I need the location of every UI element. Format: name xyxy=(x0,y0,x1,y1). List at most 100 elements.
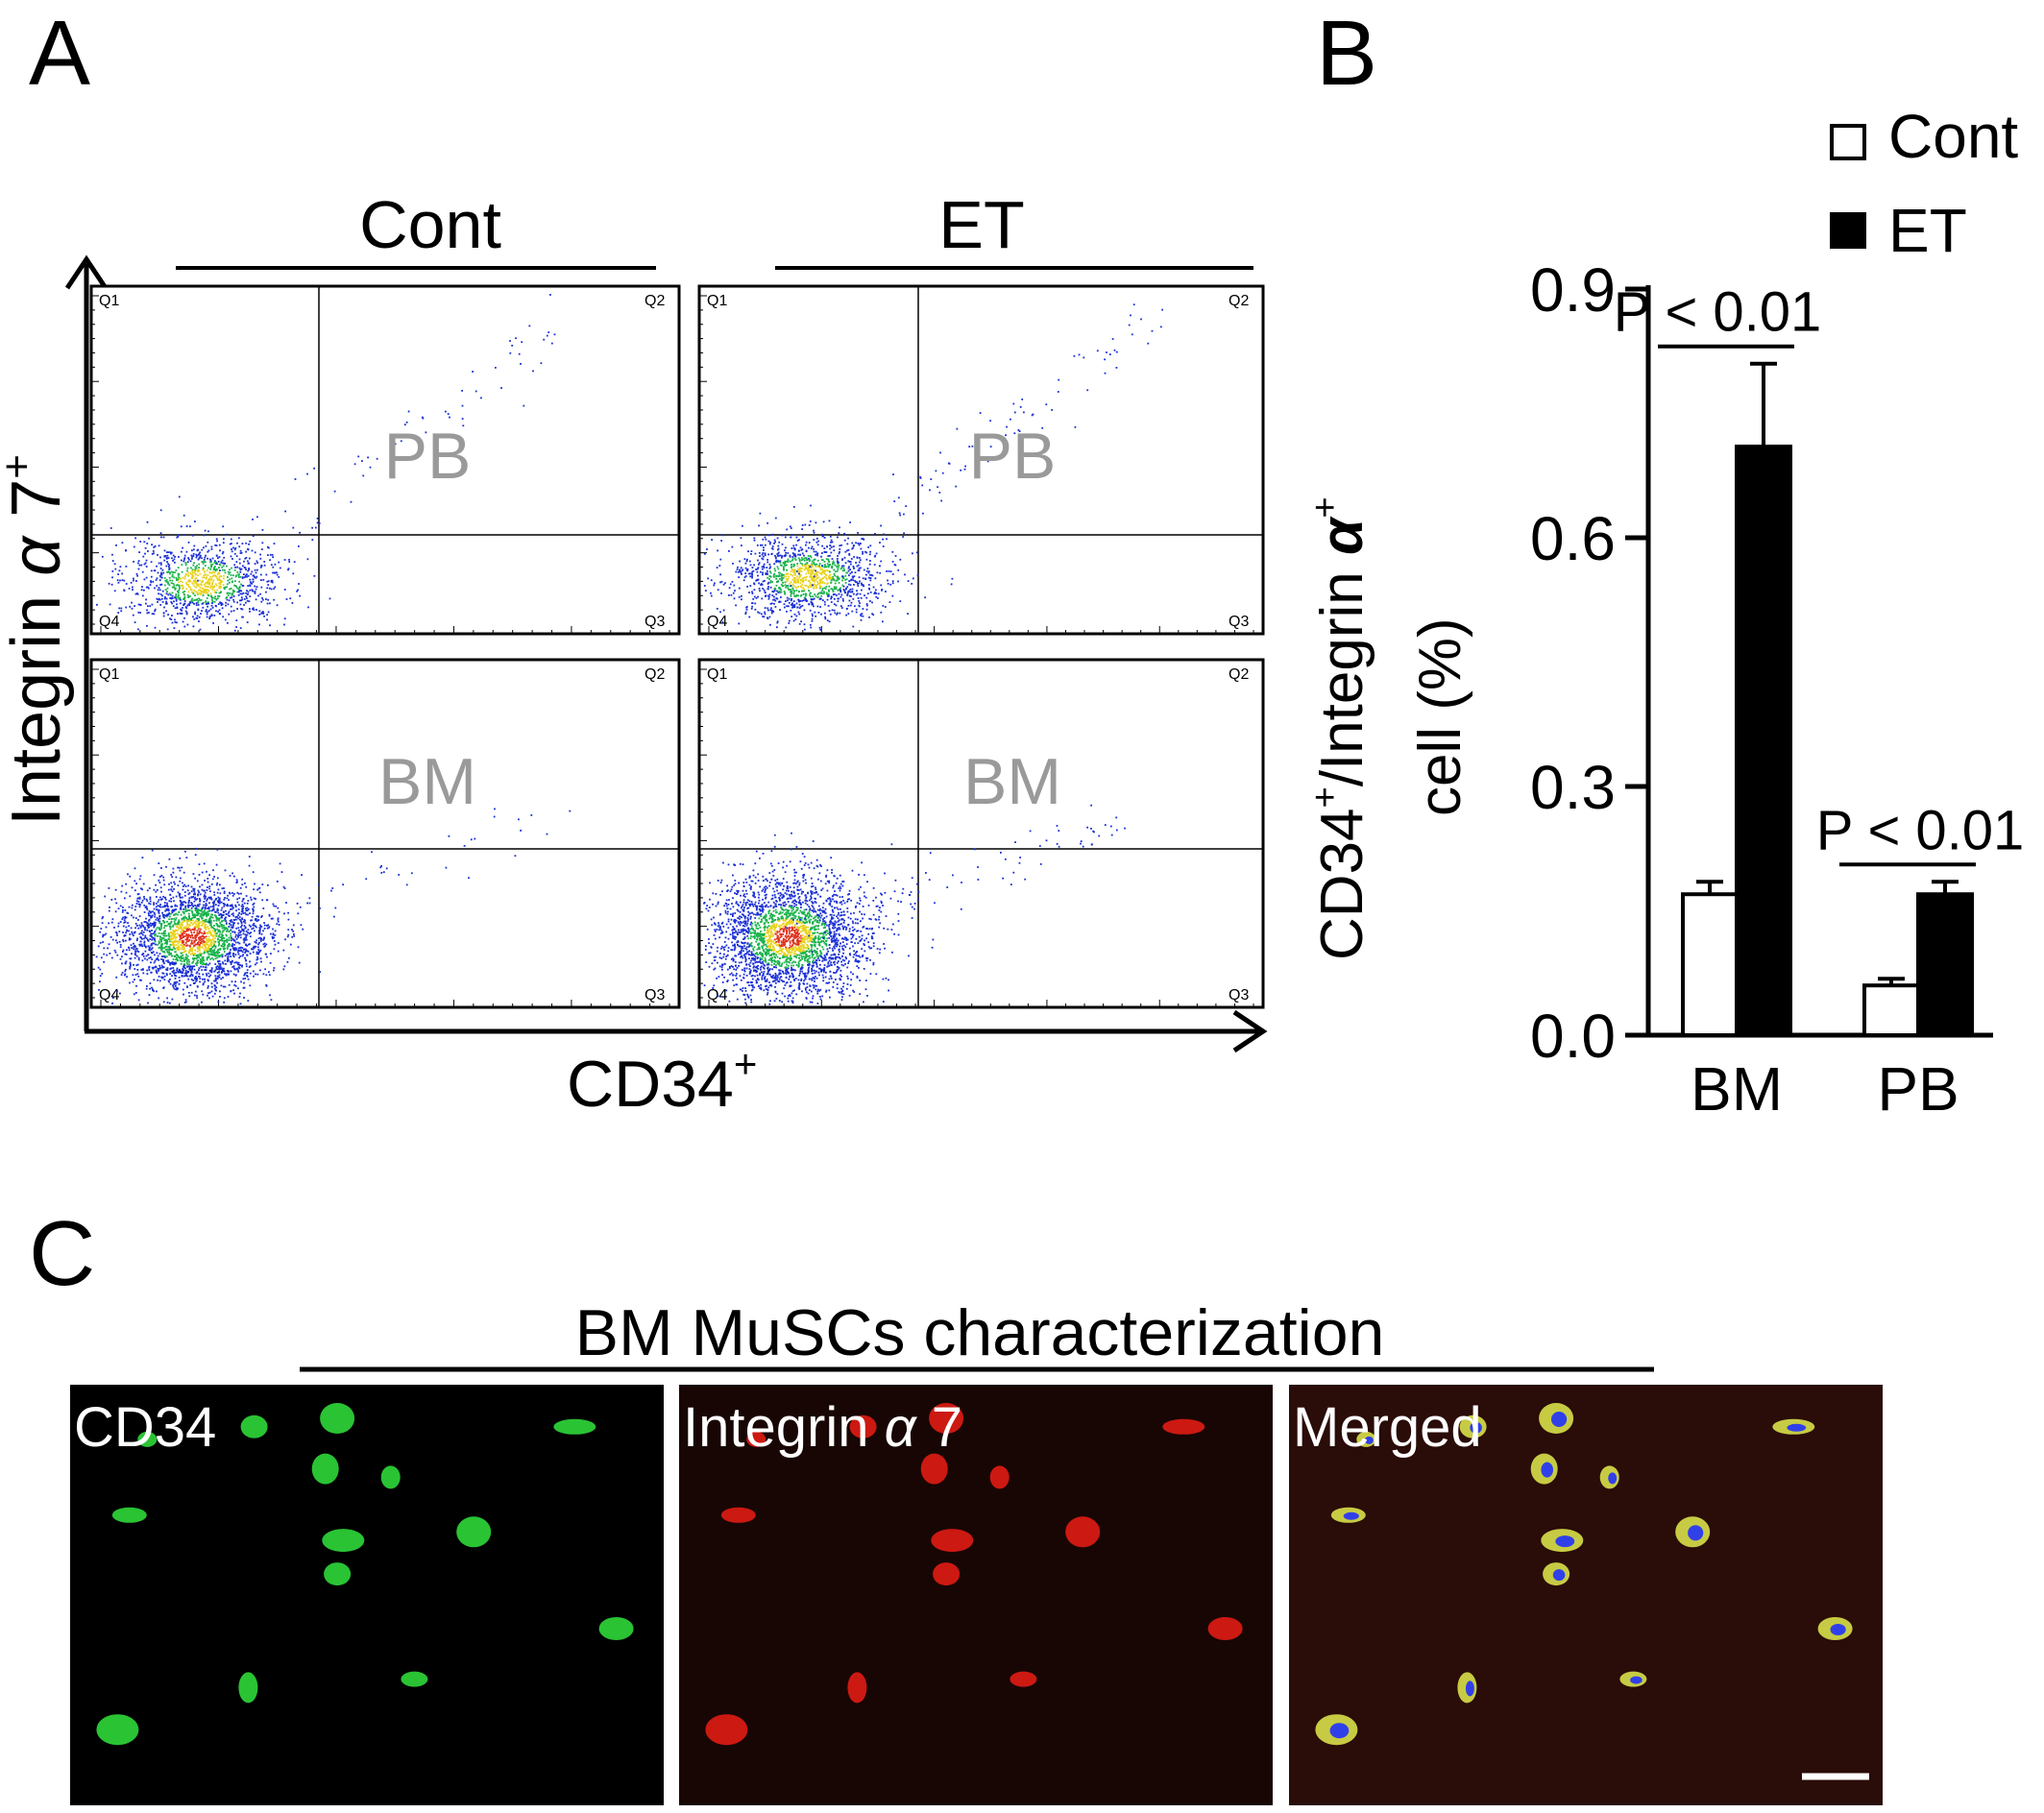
flow-event xyxy=(827,569,829,572)
flow-event xyxy=(180,580,182,583)
flow-event xyxy=(161,947,163,950)
flow-event xyxy=(1104,358,1106,361)
flow-event xyxy=(186,604,189,607)
flow-event xyxy=(192,896,194,898)
flow-event xyxy=(818,626,821,629)
flow-event xyxy=(749,585,752,587)
flow-event xyxy=(808,603,811,605)
flow-event xyxy=(182,952,184,954)
flow-event xyxy=(811,563,814,566)
flow-event xyxy=(242,978,245,980)
flow-event xyxy=(138,915,141,918)
flow-event xyxy=(221,935,223,938)
flow-event xyxy=(141,937,143,940)
flow-event xyxy=(201,946,204,948)
flow-event xyxy=(790,599,792,602)
flow-event xyxy=(181,564,183,566)
flow-event xyxy=(741,569,743,572)
flow-event xyxy=(161,955,163,957)
flow-event xyxy=(852,579,855,582)
flow-event xyxy=(134,946,136,948)
flow-event xyxy=(198,553,200,556)
flow-event xyxy=(274,586,277,589)
flow-event xyxy=(232,906,234,909)
flow-event xyxy=(741,573,742,575)
flow-event xyxy=(236,968,239,971)
flow-event xyxy=(875,589,877,592)
flow-event xyxy=(771,594,774,596)
flow-event xyxy=(163,584,166,587)
x-axis-label: CD34+ xyxy=(567,1041,757,1121)
flow-event xyxy=(813,597,815,600)
flow-event xyxy=(132,974,134,977)
flow-event xyxy=(830,595,833,598)
flow-event xyxy=(200,593,202,595)
flow-event xyxy=(811,560,814,563)
flow-event xyxy=(148,994,151,996)
flow-event xyxy=(197,893,200,896)
flow-event xyxy=(740,567,742,569)
flow-event xyxy=(221,559,224,562)
flow-event xyxy=(844,533,847,536)
flow-event xyxy=(277,919,280,921)
flow-event xyxy=(740,537,742,540)
flow-event xyxy=(202,576,205,579)
flow-event xyxy=(196,591,199,593)
flow-event xyxy=(548,331,550,333)
flow-event xyxy=(201,610,203,612)
flow-event xyxy=(799,554,801,556)
flow-event xyxy=(126,976,128,979)
flow-event xyxy=(144,950,147,953)
flow-event xyxy=(405,421,408,423)
flow-event xyxy=(233,949,236,952)
flow-event xyxy=(210,604,213,607)
flow-event xyxy=(211,606,214,609)
flow-event xyxy=(807,570,810,573)
flow-event xyxy=(213,571,216,574)
flow-event xyxy=(216,597,219,599)
flow-event xyxy=(166,904,168,906)
flow-event xyxy=(159,593,162,595)
flow-event xyxy=(858,576,861,579)
flow-event xyxy=(254,592,256,594)
flow-event xyxy=(823,571,826,573)
flow-event xyxy=(791,616,793,617)
flow-event xyxy=(146,973,149,975)
flow-event xyxy=(269,994,271,997)
flow-event xyxy=(262,930,264,932)
flow-event xyxy=(720,540,722,542)
flow-event xyxy=(955,485,958,488)
flow-event xyxy=(211,570,214,573)
flow-event xyxy=(207,605,208,608)
flow-event xyxy=(259,553,261,556)
flow-event xyxy=(737,566,739,568)
flow-event xyxy=(166,1002,169,1003)
flow-event xyxy=(160,938,163,941)
flow-event xyxy=(289,943,292,946)
flow-event xyxy=(811,619,814,622)
flow-event xyxy=(198,937,200,939)
flow-event xyxy=(235,938,238,940)
flow-event xyxy=(144,934,147,937)
flow-event xyxy=(183,960,185,962)
flow-event xyxy=(766,521,768,524)
flow-event xyxy=(239,955,242,957)
flow-event xyxy=(193,897,196,900)
flow-event xyxy=(198,891,200,894)
flow-event xyxy=(863,568,865,571)
flow-event xyxy=(839,548,841,550)
flow-event xyxy=(141,586,143,588)
flow-event xyxy=(827,576,830,579)
flow-event xyxy=(156,597,158,600)
flow-event xyxy=(809,609,812,612)
flow-event xyxy=(212,927,215,930)
flow-event xyxy=(810,598,813,600)
flow-event xyxy=(207,610,210,612)
flow-event xyxy=(164,941,167,944)
flow-event xyxy=(185,928,188,931)
flow-event xyxy=(798,539,800,542)
flow-event xyxy=(811,585,813,587)
flow-event xyxy=(818,598,821,600)
flow-event xyxy=(117,573,119,575)
flow-event xyxy=(209,923,212,926)
